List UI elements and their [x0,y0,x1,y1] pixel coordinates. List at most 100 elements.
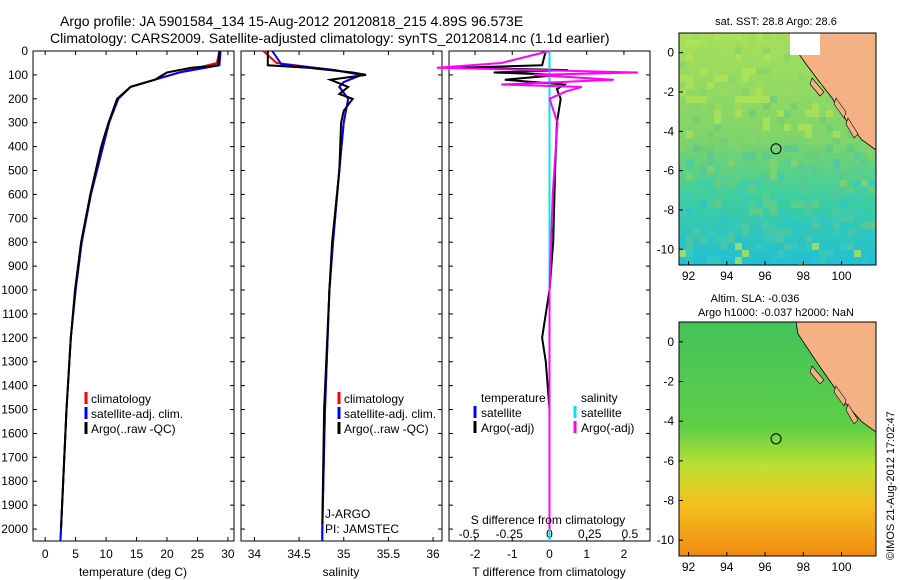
sst-pixel [763,68,770,75]
sst-pixel [798,166,805,173]
sst-pixel [861,145,868,152]
sst-pixel [721,117,728,124]
sst-pixel [742,68,749,75]
sst-pixel [742,152,749,159]
sst-pixel [791,117,798,124]
sst-pixel [798,187,805,194]
sst-pixel [770,229,777,236]
sst-pixel [784,215,791,222]
sla-map-lon-tick-label: 92 [682,560,696,574]
sst-pixel [700,96,707,103]
sst-pixel [798,124,805,131]
sst-pixel [770,159,777,166]
sst-pixel [812,110,819,117]
sst-pixel [756,180,763,187]
salinity-tick-label: 35.5 [377,547,401,561]
sst-pixel [819,250,826,257]
sst-pixel [749,180,756,187]
sst-pixel [861,257,868,264]
sst-pixel [840,166,847,173]
s-difference-tick-label: 0.5 [622,527,639,541]
sst-pixel [854,208,861,215]
sst-pixel [819,138,826,145]
sst-pixel [721,243,728,250]
temperature-panel [32,50,235,542]
sst-pixel [805,243,812,250]
sst-pixel [721,68,728,75]
sst-pixel [707,180,714,187]
sla-map-title1: Altim. SLA: -0.036 [711,293,800,305]
sst-pixel [812,117,819,124]
sst-pixel [707,131,714,138]
depth-tick-label: 1200 [1,331,28,345]
sst-pixel [756,33,763,40]
sla-map-frame [678,321,877,557]
legend-temperature-title: temperature [481,391,546,405]
sst-pixel [714,194,721,201]
sst-pixel [791,229,798,236]
sst-pixel [693,33,700,40]
sst-pixel [742,89,749,96]
sst-pixel [749,187,756,194]
legend-climatology-label: climatology [91,392,151,406]
sla-map [679,322,876,556]
legend-t-satellite-label: satellite [481,406,522,420]
sst-pixel [756,166,763,173]
sst-pixel [735,257,742,264]
sst-pixel [763,194,770,201]
island [833,385,847,407]
series-line-temperature-argo-adj- [460,50,569,529]
sst-pixel [742,194,749,201]
sla-map-lat-tick-label: -10 [657,533,675,547]
sst-pixel [833,208,840,215]
sst-pixel [763,96,770,103]
sst-pixel [791,145,798,152]
depth-tick-label: 700 [8,211,28,225]
sst-pixel [791,103,798,110]
temperature-tick-label: 30 [221,547,235,561]
sst-map-lat-tick-label: -8 [663,203,674,217]
sst-argo-position-marker [770,143,782,155]
sst-pixel [728,180,735,187]
legend-s-satellite-label: satellite [581,406,622,420]
sst-pixel [714,33,721,40]
salinity-xlabel: salinity [323,565,360,579]
sst-pixel [700,145,707,152]
sst-pixel [784,110,791,117]
sst-pixel [679,250,686,257]
series-line-argo-raw-qc- [60,50,221,530]
sst-pixel [819,159,826,166]
depth-tick-label: 900 [8,259,28,273]
sst-pixel [791,222,798,229]
temperature-tick-label: 20 [160,547,174,561]
sst-pixel [777,110,784,117]
sst-pixel [826,145,833,152]
sst-pixel [805,110,812,117]
sst-map [679,33,876,265]
sst-pixel [833,187,840,194]
sst-pixel [728,229,735,236]
sla-map-lon-tick-label: 100 [832,560,852,574]
sst-pixel [784,159,791,166]
sst-map-lon-tick-label: 98 [797,269,811,283]
depth-tick-label: 1900 [1,498,28,512]
sst-pixel [784,117,791,124]
temperature-profiles [59,50,222,542]
temperature-tick-label: 0 [42,547,49,561]
sst-pixel [826,124,833,131]
island [833,97,847,119]
series-line-satellite-adj-clim- [59,50,222,542]
sst-pixel [840,243,847,250]
sst-pixel [749,54,756,61]
sst-pixel [693,96,700,103]
sla-map-lon-tick-label: 98 [797,560,811,574]
sst-pixel [679,159,686,166]
sst-map-lat-tick-label: -4 [663,124,674,138]
sst-pixel [700,68,707,75]
sst-pixel [770,208,777,215]
salinity-profiles [262,50,367,541]
sst-pixel [763,152,770,159]
sst-pixel [735,187,742,194]
sst-pixel [784,40,791,47]
sst-pixel [707,187,714,194]
